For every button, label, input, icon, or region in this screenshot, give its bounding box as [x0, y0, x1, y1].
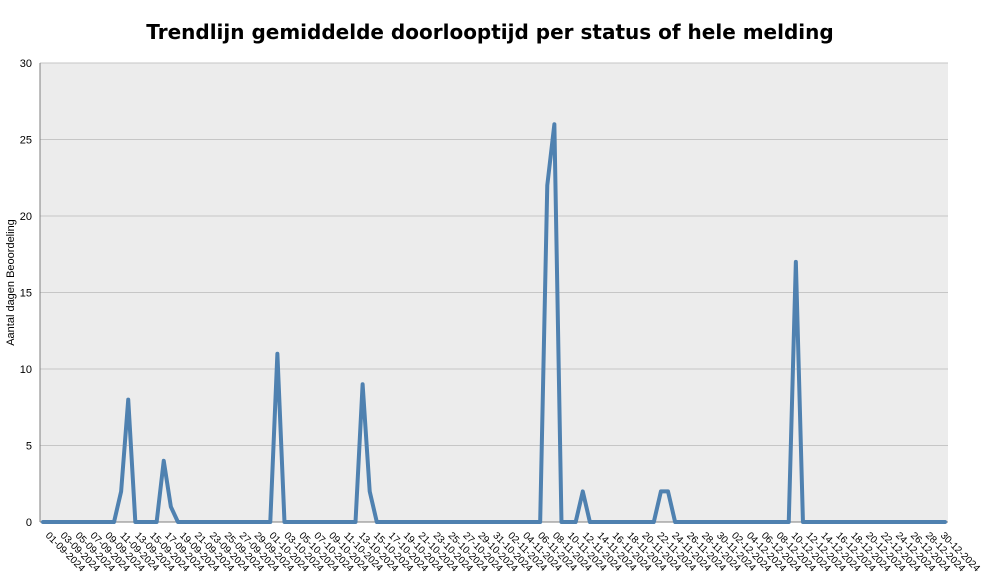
y-tick-label: 5: [26, 441, 32, 453]
y-tick-label: 30: [20, 58, 32, 70]
y-tick-label: 15: [20, 288, 32, 300]
y-tick-label: 10: [20, 364, 32, 376]
series-layer: [41, 122, 947, 524]
y-axis-label: Aantal dagen Beoordeling: [5, 219, 17, 346]
y-tick-label: 20: [20, 211, 32, 223]
chart-title: Trendlijn gemiddelde doorlooptijd per st…: [146, 20, 834, 44]
y-tick-labels: 0 5 10 15 20 25 30: [20, 58, 32, 529]
y-tick-label: 0: [26, 517, 32, 529]
x-tick-labels: 01-09-202403-09-202405-09-202407-09-2024…: [43, 530, 982, 574]
series-line: [41, 122, 947, 524]
y-tick-label: 25: [20, 135, 32, 147]
